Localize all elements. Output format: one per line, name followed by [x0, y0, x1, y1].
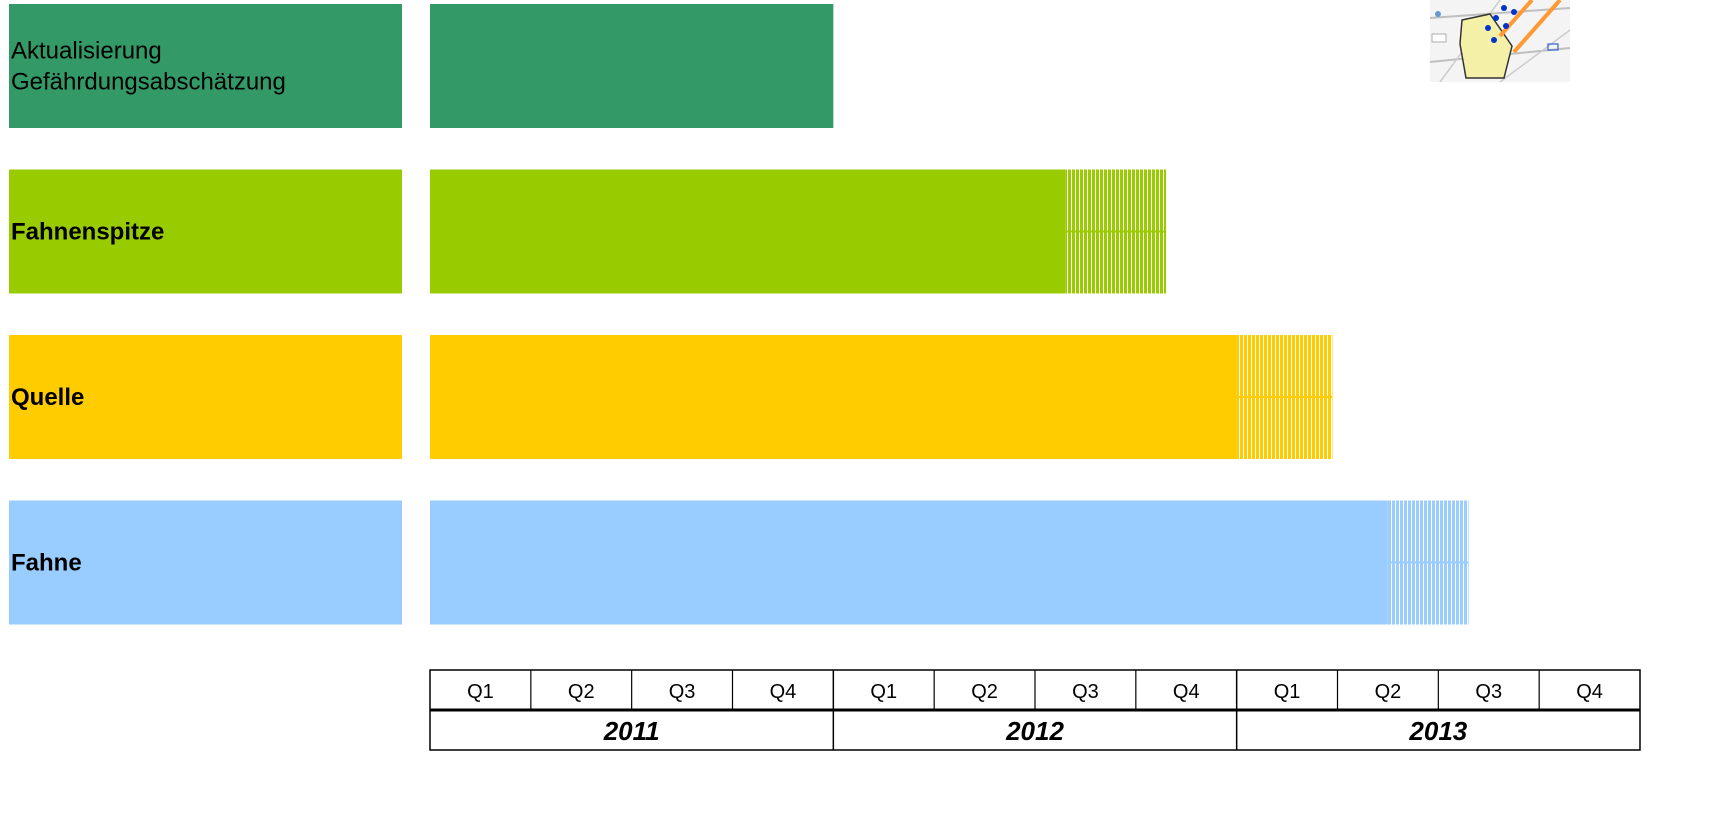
quarter-label: Q4 [770, 681, 797, 703]
task-label: Fahne [11, 550, 82, 577]
quarter-label: Q2 [568, 681, 595, 703]
task-label-layer: Aktualisierung Gefährdungsabschätzung Fahn… [9, 4, 402, 625]
task-label: Quelle [11, 384, 84, 411]
year-label: 2013 [1408, 716, 1467, 746]
task-label-box [9, 335, 402, 459]
site-map-thumbnail [1429, 0, 1571, 83]
quarter-label: Q3 [1475, 681, 1502, 703]
task-bar [430, 500, 1388, 625]
quarter-label: Q4 [1576, 681, 1603, 703]
timeline-axis: Q1 Q2 Q3 Q4 Q1 Q2 Q3 Q4 Q1 Q2 Q3 Q4 2011 2012 2013 [429, 669, 1641, 751]
task-label-box [9, 500, 402, 625]
year-label: 2011 [603, 716, 660, 746]
quarter-label: Q1 [870, 681, 897, 703]
quarter-label: Q3 [1072, 681, 1099, 703]
task-label: Aktualisierung [11, 38, 162, 65]
task-bar [430, 4, 834, 128]
task-label-box [9, 4, 402, 128]
quarter-label: Q3 [669, 681, 696, 703]
task-bar [430, 335, 1237, 459]
task-bar [430, 169, 1066, 294]
quarter-label: Q2 [1375, 681, 1402, 703]
quarter-label: Q1 [467, 681, 494, 703]
year-label: 2012 [1005, 716, 1064, 746]
task-label-box [9, 169, 402, 294]
task-label: Gefährdungsabschätzung [11, 69, 286, 96]
task-bar-layer [430, 4, 1469, 625]
quarter-label: Q2 [971, 681, 998, 703]
quarter-label: Q1 [1274, 681, 1301, 703]
task-label: Fahnenspitze [11, 219, 164, 246]
quarter-label: Q4 [1173, 681, 1200, 703]
